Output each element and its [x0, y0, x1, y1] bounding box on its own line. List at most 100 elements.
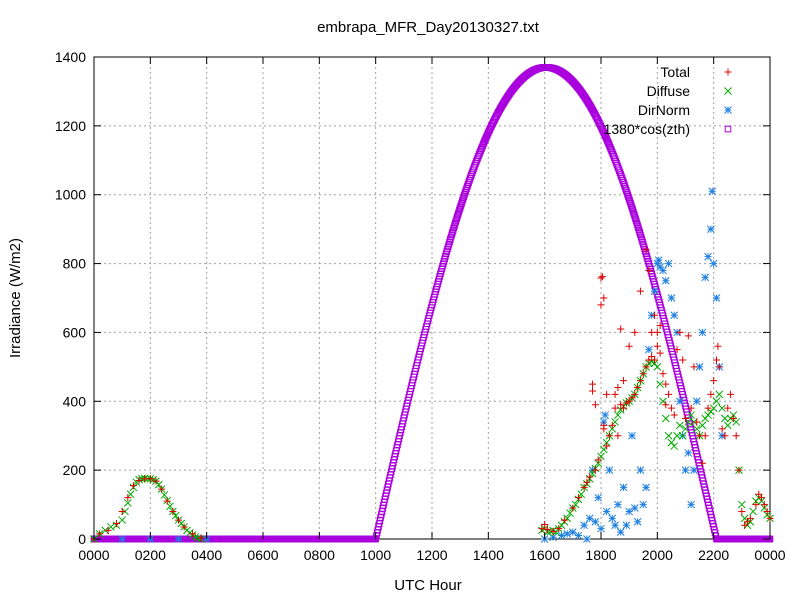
data-point: [687, 500, 695, 509]
data-point: [678, 431, 687, 440]
data-point: [656, 380, 665, 388]
data-point: [574, 531, 583, 540]
data-point: [452, 217, 460, 225]
data-point: [454, 210, 462, 218]
data-point: [591, 401, 599, 409]
data-point: [670, 311, 679, 320]
data-point: [611, 390, 619, 398]
data-point: [738, 507, 746, 515]
data-point: [718, 404, 726, 413]
data-point: [684, 332, 692, 340]
data-point: [611, 521, 619, 530]
chart-marks: [90, 64, 774, 543]
data-point: [752, 501, 760, 509]
data-point: [589, 387, 597, 395]
data-point: [622, 185, 629, 192]
data-point: [698, 421, 707, 430]
data-point: [597, 274, 605, 282]
data-point: [118, 516, 127, 524]
x-axis-title: UTC Hour: [394, 577, 462, 594]
data-point: [456, 204, 464, 211]
data-point: [729, 415, 737, 422]
data-point: [631, 390, 639, 398]
data-point: [631, 213, 639, 220]
data-point: [626, 197, 634, 205]
data-point: [568, 528, 577, 536]
data-point: [746, 514, 754, 522]
data-point: [180, 523, 188, 531]
x-tick-label: 0000: [754, 547, 785, 563]
data-point: [654, 256, 663, 264]
data-point: [601, 411, 610, 419]
data-point: [667, 294, 676, 302]
data-point: [681, 424, 690, 433]
data-point: [583, 535, 591, 543]
data-point: [714, 342, 722, 350]
data-point: [560, 516, 568, 524]
data-point: [458, 197, 466, 205]
data-point: [636, 287, 644, 295]
data-point: [737, 500, 746, 509]
data-point: [639, 500, 648, 509]
data-point: [617, 325, 625, 333]
data-point: [707, 390, 715, 398]
data-point: [634, 222, 641, 229]
data-point: [611, 404, 619, 412]
data-point: [454, 213, 461, 220]
x-tick-label: 0600: [247, 547, 278, 563]
data-point: [712, 356, 720, 364]
data-point: [594, 493, 603, 502]
data-point: [458, 200, 465, 207]
data-point: [163, 497, 171, 505]
data-point: [603, 390, 611, 398]
y-tick-label: 0: [78, 531, 86, 547]
y-tick-label: 200: [63, 462, 87, 478]
data-point: [628, 431, 636, 440]
data-point: [625, 193, 632, 201]
legend-marker: [724, 68, 732, 76]
x-tick-label: 1400: [473, 547, 504, 563]
data-point: [549, 533, 557, 542]
data-point: [690, 466, 698, 474]
data-point: [693, 418, 701, 426]
data-point: [642, 246, 650, 254]
data-point: [538, 525, 546, 533]
x-tick-label: 0400: [191, 547, 222, 563]
legend-label: Total: [660, 64, 690, 80]
data-point: [614, 432, 622, 440]
data-point: [701, 273, 710, 282]
data-point: [763, 507, 771, 515]
data-point: [732, 432, 740, 440]
data-point: [557, 531, 566, 540]
y-tick-label: 400: [63, 393, 87, 409]
data-point: [710, 377, 718, 385]
x-tick-label: 2200: [698, 547, 729, 563]
data-point: [555, 525, 563, 533]
data-point: [585, 514, 594, 523]
data-point: [591, 466, 599, 474]
data-point: [642, 483, 650, 492]
x-tick-label: 0800: [304, 547, 335, 563]
data-point: [169, 507, 177, 515]
series-dirnorm: [90, 187, 726, 543]
data-point: [651, 356, 659, 364]
y-tick-label: 800: [63, 256, 87, 272]
data-point: [630, 210, 638, 218]
data-point: [603, 442, 611, 450]
data-point: [664, 431, 673, 440]
data-point: [625, 195, 633, 203]
x-tick-label: 0000: [78, 547, 109, 563]
data-point: [698, 328, 707, 337]
data-point: [662, 401, 670, 409]
data-point: [698, 459, 706, 467]
data-point: [197, 534, 205, 542]
data-point: [715, 363, 723, 371]
data-point: [636, 466, 645, 474]
data-point: [479, 142, 486, 149]
data-point: [620, 377, 628, 385]
data-point: [676, 397, 684, 406]
data-point: [662, 380, 670, 388]
data-point: [673, 431, 681, 440]
data-point: [656, 349, 664, 357]
data-point: [605, 140, 613, 148]
